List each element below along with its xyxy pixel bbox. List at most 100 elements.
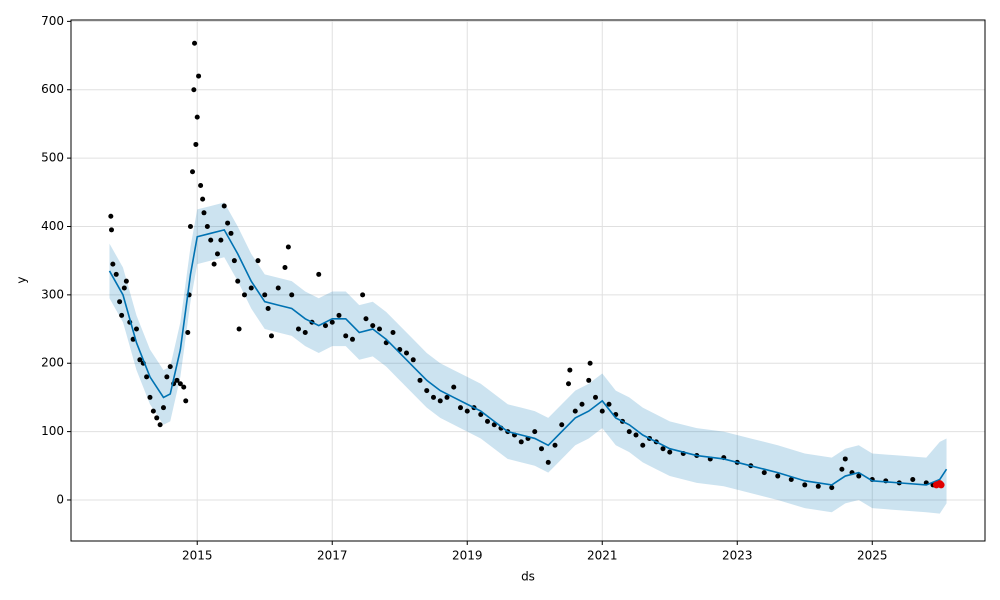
observed-point <box>457 405 463 411</box>
observed-point <box>424 388 430 394</box>
y-tick-label: 0 <box>56 492 64 506</box>
observed-point <box>268 333 274 339</box>
y-axis-label: y <box>15 276 29 283</box>
observed-point <box>451 384 457 390</box>
observed-point <box>198 182 204 188</box>
observed-point <box>200 196 206 202</box>
observed-point <box>289 292 295 298</box>
observed-point <box>265 306 271 312</box>
observed-point <box>788 476 794 482</box>
observed-point <box>110 261 116 267</box>
observed-point <box>484 418 490 424</box>
observed-point <box>196 73 202 79</box>
observed-point <box>370 323 376 329</box>
observed-point <box>376 326 382 332</box>
observed-point <box>241 292 247 298</box>
y-tick-label: 400 <box>41 219 64 233</box>
observed-point <box>154 415 160 421</box>
observed-point <box>183 398 189 404</box>
observed-point <box>164 374 170 380</box>
observed-point <box>444 394 450 400</box>
observed-point <box>218 237 224 243</box>
observed-point <box>464 408 470 414</box>
observed-point <box>185 329 191 335</box>
observed-point <box>208 237 214 243</box>
observed-point <box>255 258 261 264</box>
observed-point <box>231 258 237 264</box>
observed-point <box>194 114 200 120</box>
observed-point <box>518 439 524 445</box>
observed-point <box>119 312 125 318</box>
observed-point <box>108 213 114 219</box>
x-tick-label: 2017 <box>317 549 348 563</box>
observed-point <box>761 470 767 476</box>
x-tick-label: 2019 <box>452 549 483 563</box>
observed-point <box>228 230 234 236</box>
observed-point <box>285 244 291 250</box>
observed-point <box>532 429 538 435</box>
observed-point <box>167 364 173 370</box>
observed-point <box>579 401 585 407</box>
observed-point <box>417 377 423 383</box>
observed-point <box>113 271 119 277</box>
plot-frame <box>70 19 986 542</box>
observed-point <box>559 422 565 428</box>
observed-point <box>572 408 578 414</box>
observed-point <box>177 381 183 387</box>
observed-point <box>282 265 288 271</box>
highlight-point <box>937 481 945 489</box>
x-tick-label: 2015 <box>182 549 213 563</box>
observed-point <box>910 476 916 482</box>
observed-point <box>593 394 599 400</box>
observed-point <box>211 261 217 267</box>
observed-point <box>262 292 268 298</box>
observed-point <box>775 473 781 479</box>
y-tick-label: 600 <box>41 82 64 96</box>
observed-point <box>545 459 551 465</box>
observed-point <box>842 456 848 462</box>
observed-point <box>349 336 355 342</box>
observed-point <box>117 299 123 305</box>
observed-point <box>491 422 497 428</box>
x-tick-label: 2023 <box>722 549 753 563</box>
observed-point <box>815 483 821 489</box>
observed-point <box>360 292 366 298</box>
observed-point <box>363 316 369 322</box>
observed-point <box>221 203 227 209</box>
observed-point <box>410 357 416 363</box>
observed-point <box>201 210 207 216</box>
observed-point <box>121 285 127 291</box>
uncertainty-band <box>109 202 947 514</box>
observed-point <box>190 169 196 175</box>
observed-point <box>343 333 349 339</box>
y-tick-label: 500 <box>41 151 64 165</box>
observed-point <box>193 141 199 147</box>
observed-point <box>174 377 180 383</box>
observed-point <box>137 357 143 363</box>
x-tick-label: 2021 <box>587 549 618 563</box>
observed-point <box>322 323 328 329</box>
observed-point <box>802 482 808 488</box>
y-tick-label: 700 <box>41 14 64 28</box>
observed-point <box>660 446 666 452</box>
observed-point <box>437 398 443 404</box>
observed-point <box>109 227 115 233</box>
observed-point <box>181 384 187 390</box>
observed-point <box>667 449 673 455</box>
x-tick-label: 2025 <box>857 549 888 563</box>
observed-point <box>133 326 139 332</box>
observed-point <box>856 473 862 479</box>
y-tick-label: 100 <box>41 424 64 438</box>
observed-point <box>587 360 593 366</box>
observed-point <box>191 87 197 93</box>
observed-point <box>187 223 193 229</box>
observed-point <box>633 432 639 438</box>
observed-point <box>225 220 231 226</box>
observed-point <box>829 485 835 491</box>
observed-point <box>839 466 845 472</box>
observed-point <box>640 442 646 448</box>
observed-point <box>566 381 572 387</box>
y-tick-label: 200 <box>41 356 64 370</box>
observed-point <box>430 394 436 400</box>
